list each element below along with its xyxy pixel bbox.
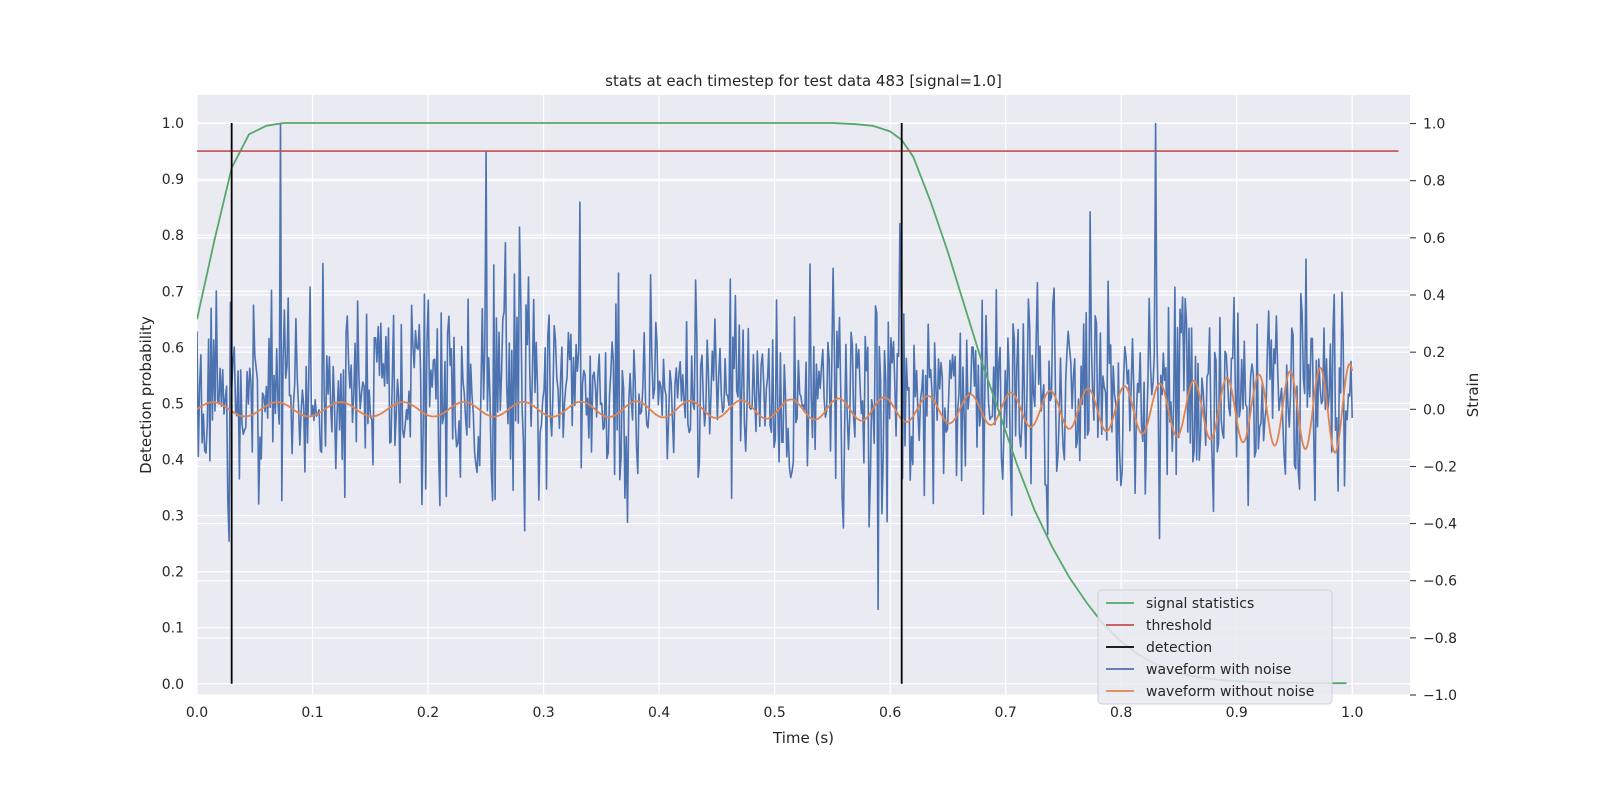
- axis-layer: 0.0 0.1 0.2 0.3 0.4 0.5 0.6 0.7 0.8 0.9 1.0 0.0 0.1 0…: [162, 116, 1457, 721]
- x-tick-label: 0.8: [1110, 705, 1132, 721]
- y2-tick-label: 0.6: [1423, 231, 1445, 247]
- x-tick-label: 0.4: [648, 705, 670, 721]
- x-tick-label: 0.3: [532, 705, 554, 721]
- x-tick-label: 0.2: [417, 705, 439, 721]
- y-axis-label: Detection probability: [137, 316, 155, 474]
- y-tick-label: 0.5: [162, 396, 184, 412]
- x-tick-label: 0.5: [763, 705, 785, 721]
- y-tick-label: 0.9: [162, 172, 184, 188]
- y2-tick-label: −0.2: [1423, 459, 1457, 475]
- y-tick-label: 0.6: [162, 340, 184, 356]
- y2-tick-label: 0.0: [1423, 402, 1445, 418]
- legend-box: [1097, 589, 1333, 705]
- y-tick-label: 0.1: [162, 621, 184, 637]
- x-tick-label: 0.1: [301, 705, 323, 721]
- y2-axis-label: Strain: [1464, 373, 1482, 417]
- y-tick-label: 1.0: [162, 116, 184, 132]
- chart-title: stats at each timestep for test data 483…: [605, 72, 1002, 90]
- x-tick-label: 0.0: [186, 705, 208, 721]
- series-waveform-with-noise: [197, 122, 1353, 611]
- y-tick-label: 0.0: [162, 677, 184, 693]
- y2-tick-label: −0.8: [1423, 631, 1457, 647]
- legend-entry-label: signal statistics: [1146, 596, 1254, 612]
- y-tick-label: 0.8: [162, 228, 184, 244]
- y2-tick-label: 0.8: [1423, 174, 1445, 190]
- x-tick-label: 0.9: [1226, 705, 1248, 721]
- legend-entry-label: threshold: [1146, 618, 1212, 634]
- y-tick-label: 0.7: [162, 284, 184, 300]
- x-tick-label: 0.7: [995, 705, 1017, 721]
- legend-entry-label: detection: [1146, 640, 1212, 656]
- x-tick-label: 0.6: [879, 705, 901, 721]
- y2-tick-label: −0.4: [1423, 517, 1457, 533]
- y2-tick-label: 0.4: [1423, 288, 1445, 304]
- legend: signal statistics threshold detection wavef…: [1097, 589, 1333, 705]
- y2-tick-label: 1.0: [1423, 117, 1445, 133]
- x-tick-label: 1.0: [1341, 705, 1363, 721]
- y2-tick-label: −1.0: [1423, 688, 1457, 704]
- series-waveform-without-noise: [197, 362, 1354, 454]
- y-tick-label: 0.3: [162, 509, 184, 525]
- y-tick-label: 0.2: [162, 565, 184, 581]
- x-axis-label: Time (s): [772, 729, 834, 747]
- y-tick-label: 0.4: [162, 452, 184, 468]
- legend-entry-label: waveform without noise: [1146, 684, 1314, 700]
- legend-entry-label: waveform with noise: [1146, 662, 1291, 678]
- y2-tick-label: 0.2: [1423, 345, 1445, 361]
- y2-tick-label: −0.6: [1423, 574, 1457, 590]
